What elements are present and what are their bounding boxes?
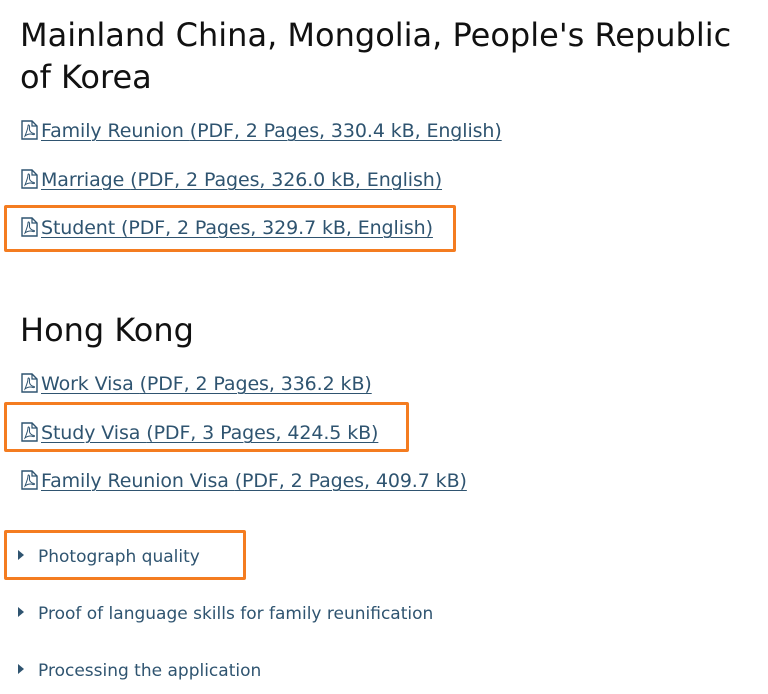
download-link-student[interactable]: Student (PDF, 2 Pages, 329.7 kB, English… [20, 215, 433, 241]
link-file-info: (PDF, 2 Pages, 329.7 kB, English) [121, 217, 433, 239]
link-title: Student [41, 217, 122, 239]
link-file-info: (PDF, 3 Pages, 424.5 kB) [146, 422, 379, 444]
accordion-processing-the-application[interactable]: Processing the application [18, 660, 261, 682]
pdf-file-icon [21, 217, 38, 237]
section-heading-mainland-china: Mainland China, Mongolia, People's Repub… [20, 16, 732, 96]
download-link-family-reunion[interactable]: Family Reunion (PDF, 2 Pages, 330.4 kB, … [20, 118, 502, 144]
pdf-file-icon [21, 169, 38, 189]
download-link-marriage[interactable]: Marriage (PDF, 2 Pages, 326.0 kB, Englis… [20, 167, 442, 193]
section-heading-hong-kong: Hong Kong [20, 311, 194, 349]
download-link-family-reunion-visa[interactable]: Family Reunion Visa (PDF, 2 Pages, 409.7… [20, 468, 467, 494]
caret-right-icon [18, 607, 24, 617]
accordion-label: Processing the application [38, 661, 262, 681]
pdf-file-icon [21, 470, 38, 490]
pdf-file-icon [21, 120, 38, 140]
link-title: Study Visa [41, 422, 147, 444]
link-file-info: (PDF, 2 Pages, 326.0 kB, English) [130, 169, 443, 191]
accordion-photograph-quality[interactable]: Photograph quality [18, 546, 200, 568]
link-title: Marriage [41, 169, 131, 191]
link-title: Family Reunion [41, 120, 190, 142]
pdf-file-icon [21, 373, 38, 393]
link-title: Family Reunion Visa [41, 470, 235, 492]
caret-right-icon [18, 664, 24, 674]
accordion-label: Proof of language skills for family reun… [38, 604, 434, 624]
accordion-proof-of-language-skills[interactable]: Proof of language skills for family reun… [18, 603, 433, 625]
link-title: Work Visa [41, 373, 140, 395]
link-file-info: (PDF, 2 Pages, 336.2 kB) [139, 373, 372, 395]
download-link-study-visa[interactable]: Study Visa (PDF, 3 Pages, 424.5 kB) [20, 420, 378, 446]
link-file-info: (PDF, 2 Pages, 409.7 kB) [234, 470, 467, 492]
download-link-work-visa[interactable]: Work Visa (PDF, 2 Pages, 336.2 kB) [20, 371, 372, 397]
caret-right-icon [18, 550, 24, 560]
accordion-label: Photograph quality [38, 547, 200, 567]
pdf-file-icon [21, 422, 38, 442]
link-file-info: (PDF, 2 Pages, 330.4 kB, English) [189, 120, 502, 142]
